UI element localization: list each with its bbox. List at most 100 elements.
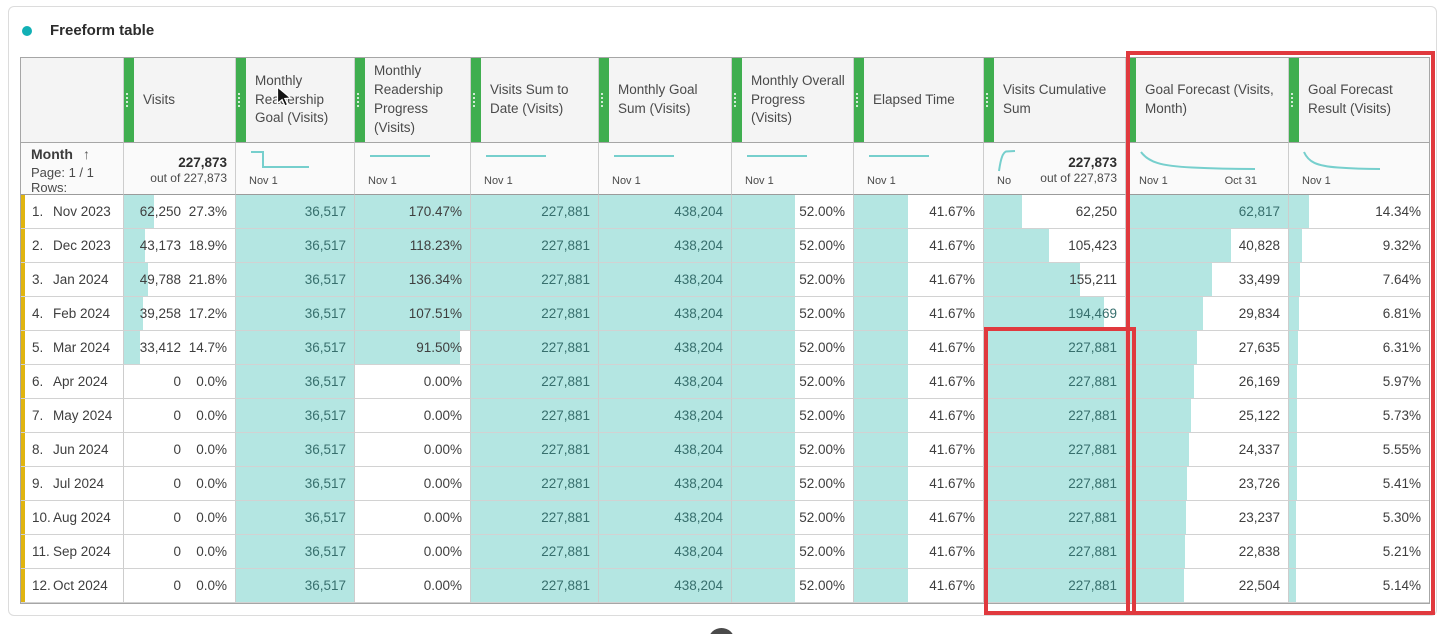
row-header-feb-2024[interactable]: 4. Feb 2024 — [21, 297, 124, 331]
cell-monthly-overall-progress[interactable]: 52.00% — [732, 399, 854, 433]
column-header-monthly-readership-goal[interactable]: Monthly Readership Goal (Visits) — [236, 58, 355, 143]
column-header-goal-forecast-month[interactable]: Goal Forecast (Visits, Month) — [1126, 58, 1289, 143]
column-drag-handle[interactable] — [355, 58, 365, 142]
cell-goal-forecast-result[interactable]: 14.34% — [1289, 195, 1429, 229]
cell-monthly-overall-progress[interactable]: 52.00% — [732, 535, 854, 569]
cell-elapsed-time[interactable]: 41.67% — [854, 331, 984, 365]
column-drag-handle[interactable] — [471, 58, 481, 142]
cell-elapsed-time[interactable]: 41.67% — [854, 229, 984, 263]
cell-goal-forecast-result[interactable]: 5.41% — [1289, 467, 1429, 501]
cell-goal-forecast-result[interactable]: 5.73% — [1289, 399, 1429, 433]
cell-elapsed-time[interactable]: 41.67% — [854, 399, 984, 433]
cell-monthly-overall-progress[interactable]: 52.00% — [732, 297, 854, 331]
cell-monthly-readership-progress[interactable]: 0.00% — [355, 399, 471, 433]
cell-visits[interactable]: 0 0.0% — [124, 365, 236, 399]
cell-elapsed-time[interactable]: 41.67% — [854, 297, 984, 331]
cell-monthly-goal-sum[interactable]: 438,204 — [599, 467, 732, 501]
column-header-goal-forecast-result[interactable]: Goal Forecast Result (Visits) — [1289, 58, 1429, 143]
cell-visits-cumulative-sum[interactable]: 105,423 — [984, 229, 1126, 263]
column-drag-handle[interactable] — [124, 58, 134, 142]
cell-visits-sum-to-date[interactable]: 227,881 — [471, 433, 599, 467]
cell-visits[interactable]: 49,788 21.8% — [124, 263, 236, 297]
column-header-visits-sum-to-date[interactable]: Visits Sum to Date (Visits) — [471, 58, 599, 143]
cell-visits[interactable]: 0 0.0% — [124, 467, 236, 501]
cell-elapsed-time[interactable]: 41.67% — [854, 433, 984, 467]
cell-visits[interactable]: 62,250 27.3% — [124, 195, 236, 229]
cell-monthly-readership-progress[interactable]: 0.00% — [355, 569, 471, 603]
row-header-jun-2024[interactable]: 8. Jun 2024 — [21, 433, 124, 467]
cell-visits-sum-to-date[interactable]: 227,881 — [471, 195, 599, 229]
cell-monthly-readership-goal[interactable]: 36,517 — [236, 433, 355, 467]
cell-goal-forecast-month[interactable]: 62,817 — [1126, 195, 1289, 229]
cell-visits-cumulative-sum[interactable]: 227,881 — [984, 535, 1126, 569]
cell-goal-forecast-month[interactable]: 29,834 — [1126, 297, 1289, 331]
cell-monthly-readership-goal[interactable]: 36,517 — [236, 331, 355, 365]
cell-visits[interactable]: 0 0.0% — [124, 535, 236, 569]
cell-visits-sum-to-date[interactable]: 227,881 — [471, 297, 599, 331]
cell-goal-forecast-result[interactable]: 5.97% — [1289, 365, 1429, 399]
cell-visits-cumulative-sum[interactable]: 227,881 — [984, 569, 1126, 603]
cell-monthly-goal-sum[interactable]: 438,204 — [599, 195, 732, 229]
cell-monthly-readership-goal[interactable]: 36,517 — [236, 365, 355, 399]
cell-monthly-overall-progress[interactable]: 52.00% — [732, 331, 854, 365]
cell-goal-forecast-month[interactable]: 23,726 — [1126, 467, 1289, 501]
cell-monthly-overall-progress[interactable]: 52.00% — [732, 433, 854, 467]
column-header-visits-cumulative-sum[interactable]: Visits Cumulative Sum — [984, 58, 1126, 143]
cell-monthly-readership-goal[interactable]: 36,517 — [236, 569, 355, 603]
cell-monthly-readership-progress[interactable]: 118.23% — [355, 229, 471, 263]
cell-monthly-readership-progress[interactable]: 107.51% — [355, 297, 471, 331]
row-header-sep-2024[interactable]: 11. Sep 2024 — [21, 535, 124, 569]
cell-monthly-readership-goal[interactable]: 36,517 — [236, 399, 355, 433]
cell-goal-forecast-result[interactable]: 5.21% — [1289, 535, 1429, 569]
column-header-visits[interactable]: Visits — [124, 58, 236, 143]
cell-monthly-readership-goal[interactable]: 36,517 — [236, 229, 355, 263]
cell-goal-forecast-month[interactable]: 23,237 — [1126, 501, 1289, 535]
cell-goal-forecast-result[interactable]: 6.81% — [1289, 297, 1429, 331]
cell-goal-forecast-result[interactable]: 7.64% — [1289, 263, 1429, 297]
cell-visits-cumulative-sum[interactable]: 227,881 — [984, 399, 1126, 433]
cell-visits-sum-to-date[interactable]: 227,881 — [471, 501, 599, 535]
cell-monthly-goal-sum[interactable]: 438,204 — [599, 229, 732, 263]
cell-monthly-overall-progress[interactable]: 52.00% — [732, 195, 854, 229]
row-dimension-header[interactable]: Month ↑ Page: 1 / 1 Rows: — [21, 143, 124, 195]
row-header-nov-2023[interactable]: 1. Nov 2023 — [21, 195, 124, 229]
cell-goal-forecast-month[interactable]: 25,122 — [1126, 399, 1289, 433]
cell-elapsed-time[interactable]: 41.67% — [854, 365, 984, 399]
cell-visits-cumulative-sum[interactable]: 155,211 — [984, 263, 1126, 297]
cell-visits-sum-to-date[interactable]: 227,881 — [471, 263, 599, 297]
cell-monthly-goal-sum[interactable]: 438,204 — [599, 365, 732, 399]
cell-visits-sum-to-date[interactable]: 227,881 — [471, 467, 599, 501]
cell-visits-sum-to-date[interactable]: 227,881 — [471, 365, 599, 399]
row-header-apr-2024[interactable]: 6. Apr 2024 — [21, 365, 124, 399]
cell-monthly-readership-goal[interactable]: 36,517 — [236, 195, 355, 229]
cell-monthly-readership-progress[interactable]: 0.00% — [355, 535, 471, 569]
row-header-aug-2024[interactable]: 10. Aug 2024 — [21, 501, 124, 535]
cell-monthly-readership-goal[interactable]: 36,517 — [236, 501, 355, 535]
column-drag-handle[interactable] — [854, 58, 864, 142]
cell-visits[interactable]: 39,258 17.2% — [124, 297, 236, 331]
row-header-jan-2024[interactable]: 3. Jan 2024 — [21, 263, 124, 297]
row-header-may-2024[interactable]: 7. May 2024 — [21, 399, 124, 433]
cell-monthly-goal-sum[interactable]: 438,204 — [599, 263, 732, 297]
cell-monthly-readership-progress[interactable]: 136.34% — [355, 263, 471, 297]
row-header-dec-2023[interactable]: 2. Dec 2023 — [21, 229, 124, 263]
cell-goal-forecast-result[interactable]: 5.14% — [1289, 569, 1429, 603]
cell-monthly-readership-goal[interactable]: 36,517 — [236, 263, 355, 297]
cell-monthly-overall-progress[interactable]: 52.00% — [732, 365, 854, 399]
cell-elapsed-time[interactable]: 41.67% — [854, 535, 984, 569]
cell-monthly-goal-sum[interactable]: 438,204 — [599, 399, 732, 433]
cell-monthly-goal-sum[interactable]: 438,204 — [599, 297, 732, 331]
cell-visits[interactable]: 43,173 18.9% — [124, 229, 236, 263]
cell-monthly-overall-progress[interactable]: 52.00% — [732, 467, 854, 501]
cell-goal-forecast-month[interactable]: 33,499 — [1126, 263, 1289, 297]
cell-elapsed-time[interactable]: 41.67% — [854, 195, 984, 229]
sort-ascending-icon[interactable]: ↑ — [82, 145, 90, 162]
cell-monthly-goal-sum[interactable]: 438,204 — [599, 535, 732, 569]
cell-visits[interactable]: 33,412 14.7% — [124, 331, 236, 365]
cell-visits[interactable]: 0 0.0% — [124, 569, 236, 603]
column-drag-handle[interactable] — [599, 58, 609, 142]
cell-monthly-readership-goal[interactable]: 36,517 — [236, 297, 355, 331]
cell-visits-cumulative-sum[interactable]: 227,881 — [984, 433, 1126, 467]
cell-monthly-overall-progress[interactable]: 52.00% — [732, 501, 854, 535]
cell-monthly-overall-progress[interactable]: 52.00% — [732, 569, 854, 603]
